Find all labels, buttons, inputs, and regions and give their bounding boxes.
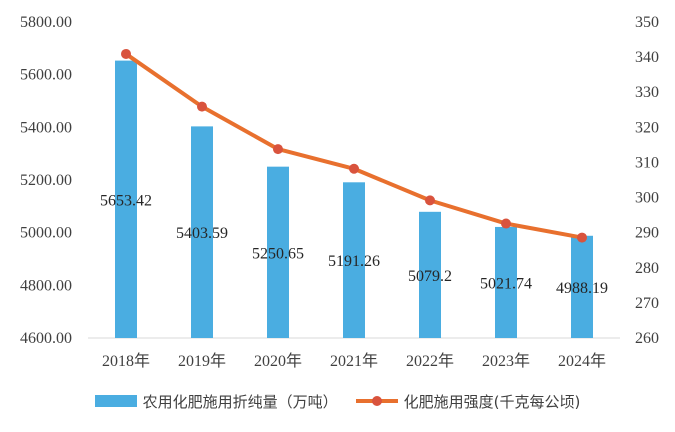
right-axis-tick-label: 290 [635,225,659,242]
bar-data-label: 5653.42 [100,192,152,209]
left-axis-tick-label: 5800.00 [20,14,72,31]
right-axis-tick-label: 340 [635,49,659,66]
line-point [273,144,283,155]
right-axis-tick-label: 320 [635,119,659,136]
bar [571,235,593,338]
line-series [121,48,587,243]
right-axis: 260 270 280 290 300 310 320 330 340 350 [635,14,659,347]
line-point [197,101,207,112]
line-point [121,48,131,59]
x-axis-tick-label: 2021年 [330,352,378,370]
legend-line-swatch [355,395,398,407]
bar [419,211,441,338]
bar [115,60,137,339]
right-axis-tick-label: 350 [635,14,659,31]
line-point [349,163,359,174]
left-axis-tick-label: 5400.00 [20,119,72,136]
left-axis: 4600.00 4800.00 5000.00 5200.00 5400.00 5600.… [20,14,72,347]
legend-item-bar: 农用化肥施用折纯量（万吨） [94,391,338,412]
left-axis-tick-label: 4800.00 [20,277,72,294]
x-axis-tick-label: 2022年 [406,352,454,370]
right-axis-tick-label: 300 [635,190,659,207]
bar [495,226,517,338]
legend-item-line: 化肥施用强度(千克每公顷) [355,391,581,412]
x-axis-tick-label: 2024年 [558,352,606,370]
bar [191,126,213,338]
bar-data-label: 5079.2 [408,268,452,285]
x-axis: 2018年 2019年 2020年 2021年 2022年 2023年 2024年 [88,337,620,370]
legend: 农用化肥施用折纯量（万吨） 化肥施用强度(千克每公顷) [0,386,675,416]
bar [343,182,365,338]
right-axis-tick-label: 260 [635,330,659,347]
bar [267,166,289,338]
bar-data-label: 5403.59 [176,225,228,242]
left-axis-tick-label: 4600.00 [20,330,72,347]
line-point [425,195,435,206]
right-axis-tick-label: 330 [635,84,659,101]
left-axis-tick-label: 5200.00 [20,172,72,189]
x-axis-tick-label: 2019年 [178,352,226,370]
left-axis-tick-label: 5600.00 [20,67,72,84]
bar-data-label: 5021.74 [480,275,532,292]
x-axis-tick-label: 2020年 [254,352,302,370]
right-axis-tick-label: 310 [635,154,659,171]
right-axis-tick-label: 280 [635,260,659,277]
bar-data-label: 5191.26 [328,253,380,270]
left-axis-tick-label: 5000.00 [20,225,72,242]
legend-line-label: 化肥施用强度(千克每公顷) [403,392,581,411]
bar-data-labels: 5653.42 5403.59 5250.65 5191.26 5079.2 5021.7… [100,192,608,297]
line-point [577,232,587,243]
bar-series [115,60,593,339]
line-point [501,218,511,229]
right-axis-tick-label: 270 [635,295,659,312]
legend-bar-label: 农用化肥施用折纯量（万吨） [142,392,338,411]
bar-data-label: 4988.19 [556,280,608,297]
bar-data-label: 5250.65 [252,245,304,262]
legend-bar-swatch [94,395,137,407]
x-axis-tick-label: 2023年 [482,352,530,370]
x-axis-tick-label: 2018年 [102,352,150,370]
